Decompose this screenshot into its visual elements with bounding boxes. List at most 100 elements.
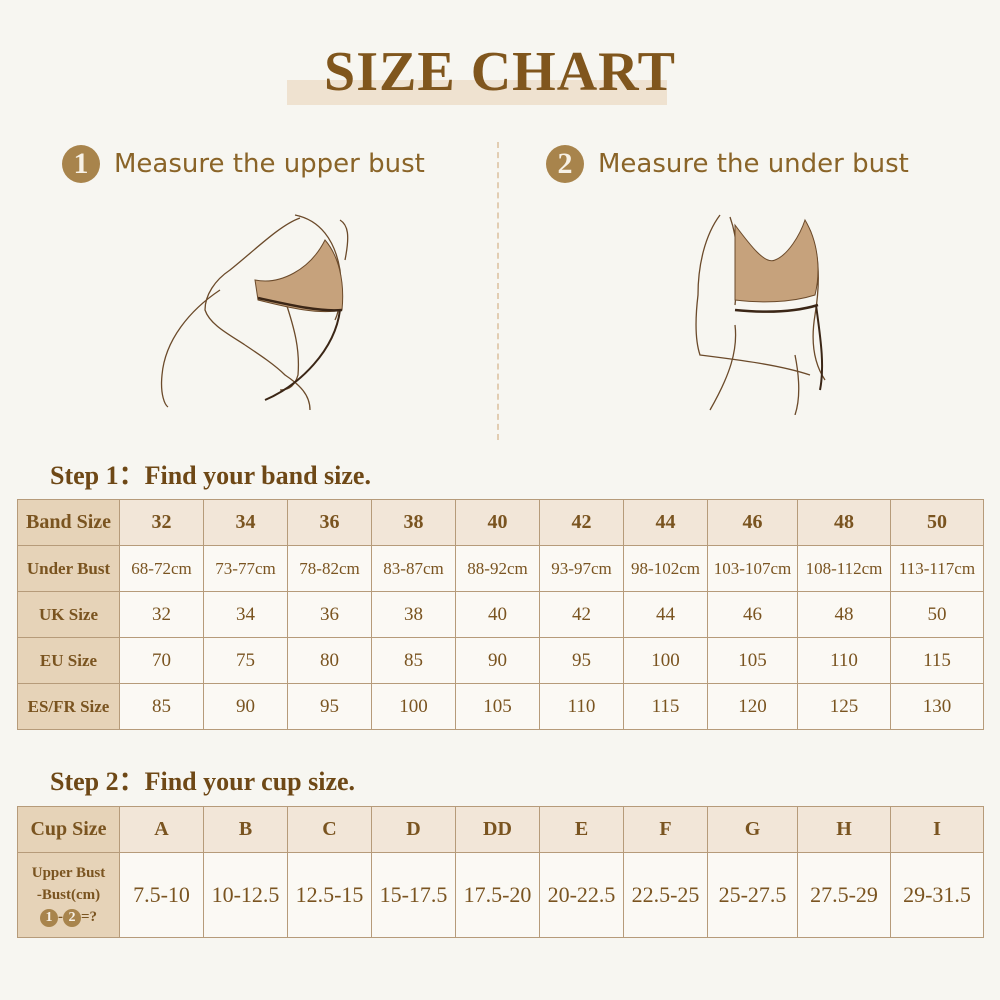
table-cell: 48 [797, 591, 891, 638]
table-cell: 100 [371, 683, 456, 730]
table-cell: 110 [797, 637, 891, 684]
row-header: UK Size [17, 591, 120, 638]
table-cell: 36 [287, 499, 372, 546]
table-cell: 42 [539, 591, 624, 638]
number-badge: 2 [546, 145, 584, 183]
table-cell: 85 [119, 683, 204, 730]
table-cell: 88-92cm [455, 545, 540, 592]
table-cell: 80 [287, 637, 372, 684]
cup-value-cell: 17.5-20 [455, 852, 540, 938]
table-cell: 105 [455, 683, 540, 730]
row-label-line2: -Bust(cm) [36, 887, 101, 903]
table-cell: 36 [287, 591, 372, 638]
title-underline [287, 80, 667, 105]
cup-value-cell: 27.5-29 [797, 852, 891, 938]
row-label-line1: Upper Bust [31, 865, 106, 881]
cup-value-cell: 20-22.5 [539, 852, 624, 938]
measure-upper-heading: 1 Measure the upper bust [62, 145, 425, 183]
band-table-row: UK Size 32 34 36 38 40 42 44 46 48 50 [17, 591, 984, 638]
band-size-table: Band Size 32 34 36 38 40 42 44 46 48 50 Under Bust 6… [17, 499, 984, 730]
table-cell: 44 [623, 499, 708, 546]
measure-under-heading: 2 Measure the under bust [546, 145, 909, 183]
table-cell: 34 [203, 591, 288, 638]
table-cell: 50 [890, 591, 984, 638]
measure-under-label: Measure the under bust [598, 149, 909, 179]
cup-value-cell: 29-31.5 [890, 852, 984, 938]
table-cell: 78-82cm [287, 545, 372, 592]
table-cell: 46 [707, 591, 798, 638]
table-cell: 95 [539, 637, 624, 684]
table-cell: 48 [797, 499, 891, 546]
cup-header-cell: DD [455, 806, 540, 853]
table-cell: 50 [890, 499, 984, 546]
table-cell: 90 [455, 637, 540, 684]
table-cell: 40 [455, 591, 540, 638]
cup-header-cell: B [203, 806, 288, 853]
table-cell: 32 [119, 591, 204, 638]
step1-title: Step 1：Find your band size. [50, 461, 371, 490]
table-cell: 115 [890, 637, 984, 684]
table-cell: 44 [623, 591, 708, 638]
row-header: ES/FR Size [17, 683, 120, 730]
table-cell: 34 [203, 499, 288, 546]
table-cell: 100 [623, 637, 708, 684]
cup-size-label: Cup Size [17, 806, 120, 853]
row-header: Under Bust [17, 545, 120, 592]
band-table-row: ES/FR Size 85 90 95 100 105 110 115 120 125 130 [17, 683, 984, 730]
cup-value-cell: 25-27.5 [707, 852, 798, 938]
band-table-row: Band Size 32 34 36 38 40 42 44 46 48 50 [17, 499, 984, 546]
number-badge: 1 [62, 145, 100, 183]
number-badge: 1 [39, 908, 58, 927]
table-cell: 110 [539, 683, 624, 730]
table-cell: 32 [119, 499, 204, 546]
table-cell: 125 [797, 683, 891, 730]
table-cell: 38 [371, 499, 456, 546]
band-table-row: Under Bust 68-72cm 73-77cm 78-82cm 83-87cm 88… [17, 545, 984, 592]
table-cell: 38 [371, 591, 456, 638]
cup-value-cell: 12.5-15 [287, 852, 372, 938]
cup-header-cell: D [371, 806, 456, 853]
table-cell: 130 [890, 683, 984, 730]
cup-header-cell: E [539, 806, 624, 853]
table-cell: 98-102cm [623, 545, 708, 592]
table-cell: 73-77cm [203, 545, 288, 592]
cup-header-cell: A [119, 806, 204, 853]
cup-header-cell: I [890, 806, 984, 853]
table-cell: 75 [203, 637, 288, 684]
table-cell: 42 [539, 499, 624, 546]
step2-title: Step 2：Find your cup size. [50, 767, 356, 796]
table-cell: 85 [371, 637, 456, 684]
table-cell: 83-87cm [371, 545, 456, 592]
table-cell: 90 [203, 683, 288, 730]
table-cell: 105 [707, 637, 798, 684]
table-cell: 68-72cm [119, 545, 204, 592]
cup-header-cell: G [707, 806, 798, 853]
table-cell: 103-107cm [707, 545, 798, 592]
table-cell: 120 [707, 683, 798, 730]
table-cell: 115 [623, 683, 708, 730]
table-cell: 93-97cm [539, 545, 624, 592]
number-badge: 2 [62, 908, 81, 927]
upper-bust-illustration [160, 214, 349, 411]
cup-value-cell: 15-17.5 [371, 852, 456, 938]
measure-upper-label: Measure the upper bust [114, 149, 425, 179]
cup-header-cell: C [287, 806, 372, 853]
cup-size-table: Cup Size A B C D DD E F G H I Upper Bust -Bust(cm… [17, 806, 984, 938]
table-cell: 108-112cm [797, 545, 891, 592]
cup-header-cell: H [797, 806, 891, 853]
row-header: EU Size [17, 637, 120, 684]
equals: =? [80, 909, 98, 925]
cup-value-cell: 10-12.5 [203, 852, 288, 938]
table-cell: 46 [707, 499, 798, 546]
page-title: SIZE CHART [324, 41, 676, 103]
band-table-row: EU Size 70 75 80 85 90 95 100 105 110 115 [17, 637, 984, 684]
divider [497, 142, 499, 440]
formula: 1-2 =? [18, 906, 119, 928]
table-cell: 40 [455, 499, 540, 546]
table-cell: 70 [119, 637, 204, 684]
minus: - [57, 909, 63, 925]
cup-header-cell: F [623, 806, 708, 853]
cup-value-cell: 7.5-10 [119, 852, 204, 938]
table-cell: 95 [287, 683, 372, 730]
table-cell: 113-117cm [890, 545, 984, 592]
